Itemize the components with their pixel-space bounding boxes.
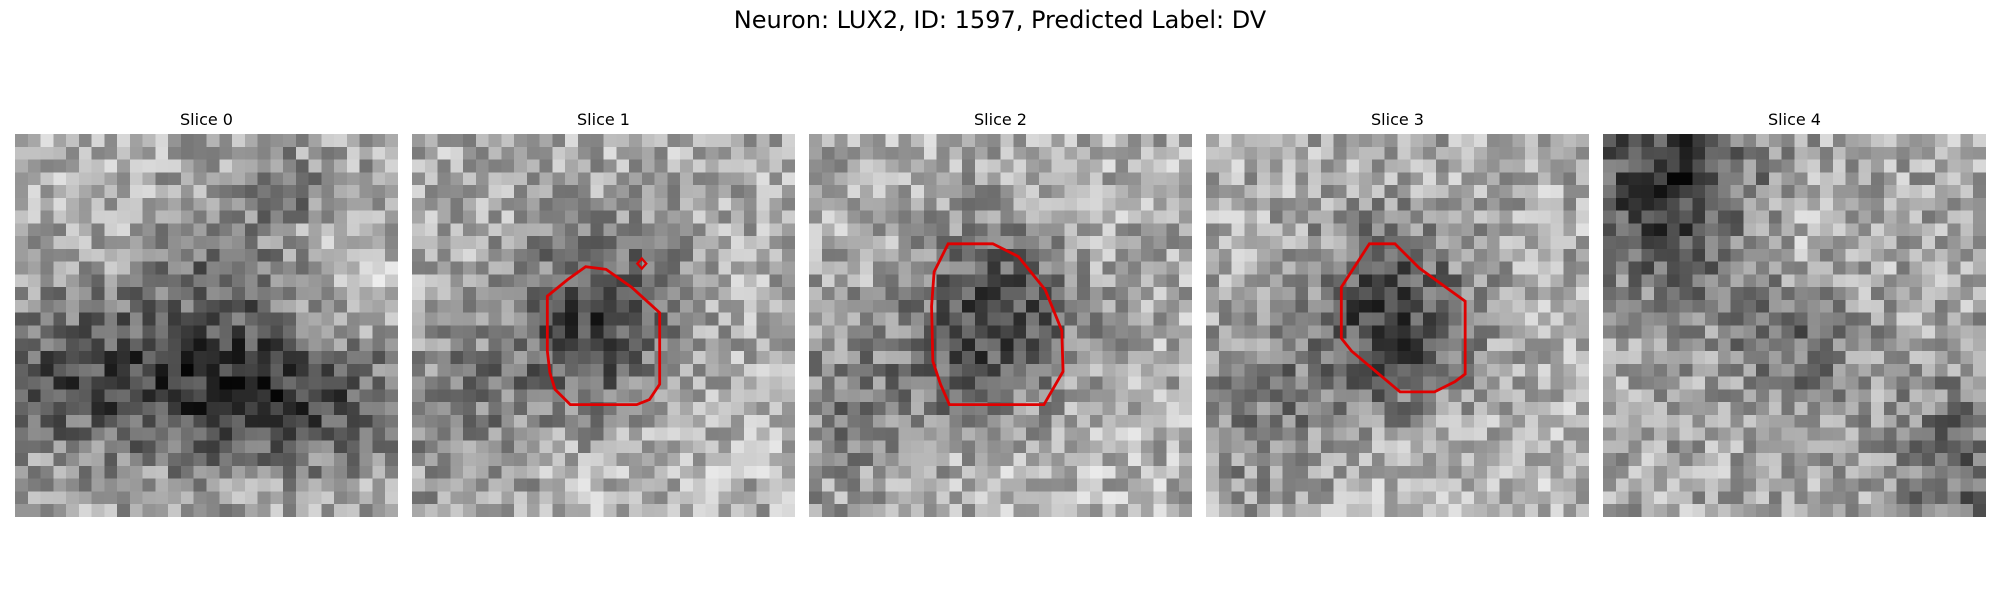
slice-panel-0: Slice 0 [15,108,398,517]
slice-image-0 [15,134,398,517]
slice-panel-3: Slice 3 [1206,108,1589,517]
slice-panel-1: Slice 1 [412,108,795,517]
slice-title: Slice 3 [1206,108,1589,132]
slice-image-1 [412,134,795,517]
slice-title: Slice 0 [15,108,398,132]
slice-panel-2: Slice 2 [809,108,1192,517]
slice-panel-4: Slice 4 [1603,108,1986,517]
slice-image-4 [1603,134,1986,517]
slice-image-2 [809,134,1192,517]
slice-title: Slice 4 [1603,108,1986,132]
slice-image-3 [1206,134,1589,517]
slice-title: Slice 1 [412,108,795,132]
slice-title: Slice 2 [809,108,1192,132]
figure-title: Neuron: LUX2, ID: 1597, Predicted Label:… [0,6,2000,34]
